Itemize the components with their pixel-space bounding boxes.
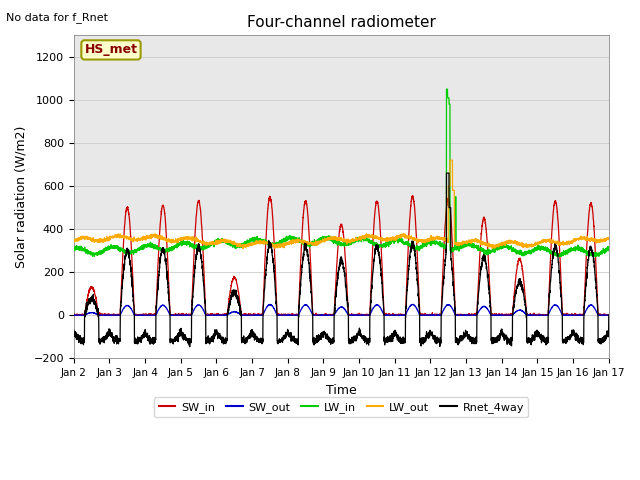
Legend: SW_in, SW_out, LW_in, LW_out, Rnet_4way: SW_in, SW_out, LW_in, LW_out, Rnet_4way xyxy=(154,397,529,417)
Bar xyxy=(74,36,609,229)
Y-axis label: Solar radiation (W/m2): Solar radiation (W/m2) xyxy=(15,126,28,268)
Text: No data for f_Rnet: No data for f_Rnet xyxy=(6,12,108,23)
Title: Four-channel radiometer: Four-channel radiometer xyxy=(247,15,436,30)
X-axis label: Time: Time xyxy=(326,384,356,396)
Text: HS_met: HS_met xyxy=(84,43,138,57)
